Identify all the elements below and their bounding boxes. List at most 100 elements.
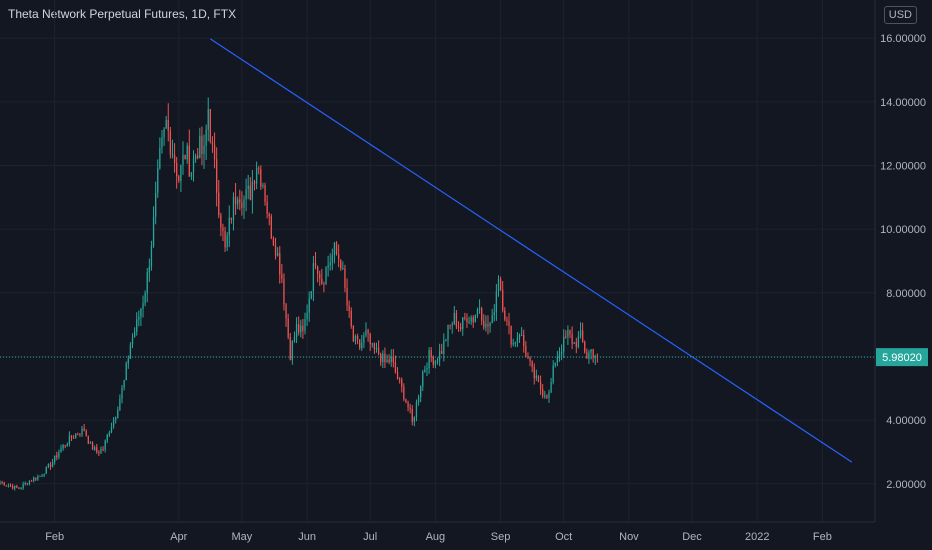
candle-body (243, 199, 245, 209)
candle-body (241, 202, 243, 209)
candle-body (260, 169, 262, 187)
candle-body (438, 351, 441, 361)
candle-body (491, 315, 493, 323)
candle-body (274, 244, 277, 256)
candle-body (253, 181, 256, 184)
candle-body (220, 215, 222, 228)
candle-body (445, 340, 447, 342)
candle-body (209, 109, 211, 142)
candle-body (77, 434, 79, 436)
candle-body (98, 452, 100, 454)
candle-body (30, 480, 33, 482)
candle-body (291, 341, 294, 360)
candle-body (420, 386, 422, 398)
price-axis: 2.00000 4.00000 8.00000 10.00000 12.00000 14.… (880, 33, 926, 491)
candle-body (144, 292, 146, 304)
candle-body (106, 434, 108, 441)
candle-body (264, 185, 266, 202)
candle-body (224, 231, 226, 248)
candle-body (148, 266, 150, 273)
candle-body (26, 483, 28, 485)
candle-body (51, 461, 54, 467)
candle-body (403, 386, 405, 400)
time-axis: Feb Apr May Jun Jul Aug Sep Oct Nov Dec 2022 Feb (45, 531, 832, 543)
candle-body (451, 324, 453, 326)
x-tick-label: Feb (813, 531, 832, 543)
candle-body (249, 185, 251, 200)
candle-body (361, 342, 363, 349)
candle-body (72, 438, 75, 440)
candle-body (205, 129, 207, 146)
x-tick-label: Feb (45, 531, 64, 543)
candle-body (571, 334, 573, 344)
candle-body (157, 168, 159, 193)
candle-body (7, 485, 10, 487)
candle-body (550, 381, 552, 393)
candle-body (87, 436, 89, 444)
candle-body (428, 350, 430, 369)
candle-body (516, 337, 519, 343)
y-tick-label: 16.00000 (880, 33, 926, 45)
candle-body (337, 254, 340, 260)
candle-body (270, 216, 272, 239)
candle-body (262, 185, 264, 187)
candle-body (102, 449, 104, 451)
candle-body (54, 455, 56, 462)
candle-body (388, 359, 390, 363)
candle-body (512, 343, 514, 345)
candle-body (89, 442, 92, 444)
candle-body (455, 312, 458, 327)
candle-body (18, 487, 20, 489)
candle-body (62, 445, 64, 449)
candle-body (138, 316, 140, 320)
candle-body (457, 326, 460, 328)
candle-body (447, 324, 449, 341)
candle-body (66, 444, 68, 446)
candle-body (319, 273, 321, 279)
candle-body (300, 325, 302, 333)
trendline (210, 38, 853, 463)
candle-body (533, 366, 535, 379)
candle-body (255, 168, 258, 184)
candle-body (499, 279, 502, 291)
candle-body (506, 319, 508, 322)
candles (0, 97, 599, 491)
candle-body (472, 317, 474, 323)
candle-body (333, 243, 336, 255)
last-price-badge-bg (876, 348, 928, 367)
candle-body (386, 359, 388, 363)
candle-body (382, 353, 384, 363)
x-tick-label: Dec (682, 531, 702, 543)
candle-body (356, 336, 359, 340)
candle-body (459, 327, 462, 330)
candle-body (176, 163, 178, 177)
candle-body (346, 287, 348, 306)
candle-body (60, 448, 62, 453)
candle-body (159, 147, 161, 169)
candle-body (180, 164, 182, 181)
x-tick-label: 2022 (745, 531, 769, 543)
candle-body (142, 303, 144, 309)
candle-body (478, 308, 481, 310)
candle-body (531, 361, 533, 367)
y-tick-label: 4.00000 (886, 415, 926, 427)
candle-body (211, 141, 214, 145)
candle-body (108, 432, 111, 435)
candle-body (304, 319, 306, 331)
candle-body (234, 196, 237, 205)
currency-label[interactable]: USD (883, 6, 917, 24)
candle-body (588, 352, 590, 359)
candle-body (45, 466, 47, 474)
candle-body (569, 329, 571, 335)
candle-body (342, 268, 344, 270)
candle-body (41, 475, 43, 477)
candle-body (83, 428, 85, 431)
chart-grid (0, 0, 875, 522)
candle-body (201, 135, 203, 154)
candle-body (232, 196, 235, 220)
candle-body (329, 262, 331, 266)
candle-body (247, 185, 249, 190)
candle-body (70, 435, 73, 439)
candle-body (371, 343, 373, 345)
